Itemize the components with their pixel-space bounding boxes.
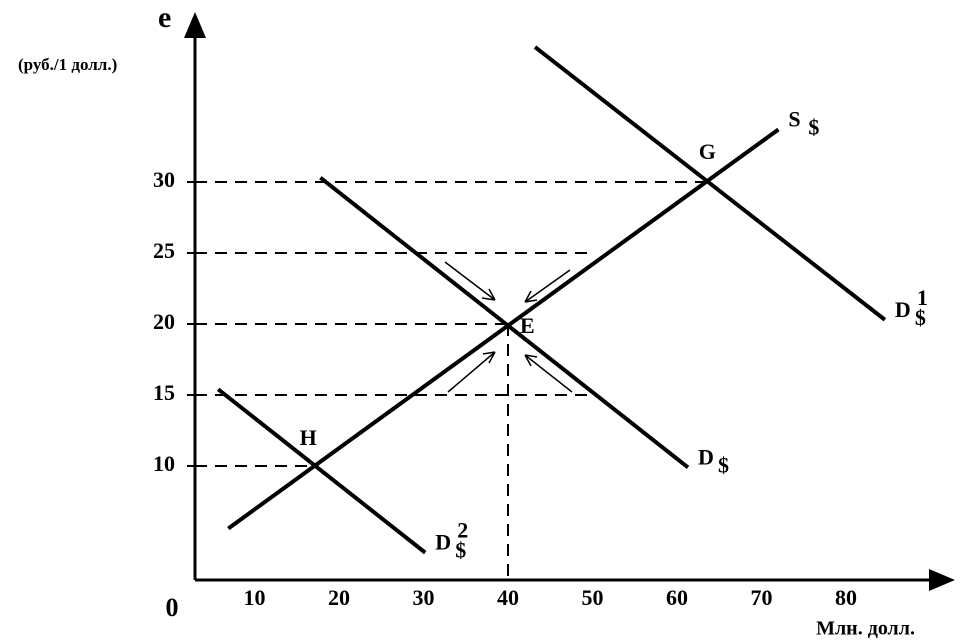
x-tick-label: 70 [751, 585, 773, 610]
point-label: E [520, 313, 535, 338]
curve-label: S [788, 107, 800, 132]
point-label: H [300, 425, 317, 450]
curve-label: D [698, 444, 714, 469]
x-axis-title: Млн. долл. [816, 618, 915, 640]
x-tick-label: 10 [244, 585, 266, 610]
x-tick-label: 20 [328, 585, 350, 610]
curve [216, 387, 427, 555]
curve-subscript: $ [915, 305, 926, 330]
x-tick-label: 50 [582, 585, 604, 610]
curve-label: D [895, 297, 911, 322]
curve [227, 127, 780, 531]
y-tick-label: 20 [153, 309, 175, 334]
y-tick-label: 30 [153, 167, 175, 192]
x-tick-label: 60 [666, 585, 688, 610]
y-axis-unit: (руб./1 долл.) [18, 55, 117, 74]
x-tick-label: 30 [413, 585, 435, 610]
y-tick-label: 10 [153, 451, 175, 476]
y-tick-label: 15 [153, 380, 175, 405]
x-tick-label: 40 [497, 585, 519, 610]
y-tick-label: 25 [153, 238, 175, 263]
curve-superscript: 1 [917, 285, 928, 310]
curve-superscript: 2 [457, 518, 468, 543]
curve-label: D [435, 530, 451, 555]
x-arrow [929, 569, 955, 591]
y-arrow [184, 12, 206, 38]
y-axis-title: e [158, 1, 171, 34]
curve [319, 176, 690, 469]
origin-label: 0 [166, 593, 179, 622]
curve-subscript: $ [808, 115, 819, 140]
point-label: G [699, 139, 716, 164]
curve [533, 45, 887, 322]
x-tick-label: 80 [835, 585, 857, 610]
curve-subscript: $ [455, 538, 466, 563]
arrows [444, 261, 573, 393]
curve-subscript: $ [718, 452, 729, 477]
